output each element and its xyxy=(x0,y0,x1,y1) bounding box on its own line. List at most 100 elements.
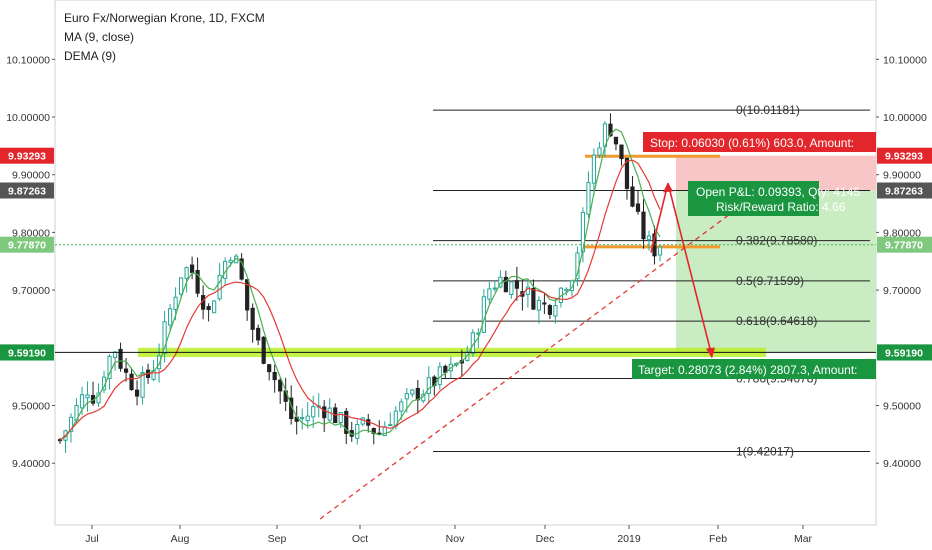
y-tick-label: 9.50000 xyxy=(883,401,921,413)
projection-arrows xyxy=(650,182,715,359)
y-tick-label: 10.00000 xyxy=(883,112,927,124)
candle-body xyxy=(305,415,310,422)
x-tick-label: Nov xyxy=(446,533,465,545)
y-tick-label: 10.10000 xyxy=(6,54,50,66)
candle-body xyxy=(657,246,663,256)
candle-body xyxy=(107,355,112,379)
candle-body xyxy=(646,235,652,240)
legend-ma: MA (9, close) xyxy=(64,30,134,44)
candle-body xyxy=(338,411,343,423)
candle-body xyxy=(85,394,90,399)
price-badge-label: 9.59190 xyxy=(885,347,923,359)
candle-body xyxy=(410,389,415,395)
candle-body xyxy=(167,308,173,326)
candle-body xyxy=(68,416,74,432)
candle-body xyxy=(195,269,200,294)
candle-body xyxy=(250,307,255,330)
candle-body xyxy=(344,410,349,434)
candle-body xyxy=(245,279,250,311)
candle-body xyxy=(267,364,272,373)
y-tick-label: 9.70000 xyxy=(883,285,921,297)
x-tick-label: Aug xyxy=(171,533,190,545)
candle-body xyxy=(547,305,553,315)
y-tick-label: 9.40000 xyxy=(12,458,50,470)
price-badge-label: 9.93293 xyxy=(8,151,46,163)
candle-body xyxy=(635,203,641,212)
fib-label: 0.5(9.71599) xyxy=(736,274,804,288)
y-tick-label: 9.80000 xyxy=(12,227,50,239)
arrow-head-up xyxy=(663,182,673,193)
candle-body xyxy=(228,259,233,263)
y-tick-label: 9.70000 xyxy=(12,285,50,297)
candle-body xyxy=(426,377,431,394)
candle-body xyxy=(311,406,316,418)
fib-label: 0.618(9.64618) xyxy=(736,314,817,328)
x-tick-label: Mar xyxy=(794,533,813,545)
price-badge xyxy=(0,344,54,361)
price-badge-label: 9.87263 xyxy=(8,185,46,197)
candle-body xyxy=(624,157,630,189)
y-tick-label: 10.00000 xyxy=(6,112,50,124)
candle-body xyxy=(322,406,327,419)
candle-body xyxy=(619,144,624,160)
price-badge-label: 9.77870 xyxy=(8,240,46,252)
y-axis-left: 10.10000 10.00000 9.90000 9.80000 9.70000 9.5… xyxy=(6,54,55,470)
y-tick-label: 9.80000 xyxy=(883,227,921,239)
candle-body xyxy=(217,274,222,300)
candle-body xyxy=(118,348,123,369)
candle-body xyxy=(256,327,261,341)
candle-body xyxy=(96,392,101,404)
candle-body xyxy=(212,300,217,314)
position-zones xyxy=(676,155,876,353)
candle-body xyxy=(553,305,558,317)
y-tick-label: 9.90000 xyxy=(883,170,921,182)
candle-body xyxy=(630,186,635,207)
x-tick-label: 2019 xyxy=(617,533,641,545)
candle-body xyxy=(536,300,541,311)
candle-body xyxy=(514,280,519,289)
price-badge xyxy=(0,182,54,199)
candle-body xyxy=(261,336,266,364)
candle-body xyxy=(272,371,277,381)
candle-body xyxy=(179,277,184,295)
candle-body xyxy=(569,280,575,292)
x-tick-label: Feb xyxy=(709,533,727,545)
candle-body xyxy=(190,264,195,273)
candle-body xyxy=(355,424,360,439)
candle-body xyxy=(79,394,85,409)
open-pl-label: Open P&L: 0.09393, Qty: 4145 xyxy=(696,185,860,199)
legend-dema: DEMA (9) xyxy=(64,49,116,63)
candle-body xyxy=(481,296,486,333)
x-axis: Jul Aug Sep Oct Nov Dec 2019 Feb Mar xyxy=(85,525,813,545)
candle-body xyxy=(377,432,382,435)
candle-body xyxy=(129,373,134,391)
candle-body xyxy=(492,287,497,290)
price-badge xyxy=(0,236,54,253)
price-badge-label: 9.93293 xyxy=(885,151,923,163)
x-tick-label: Sep xyxy=(268,533,287,545)
candle-body xyxy=(388,424,393,427)
y-axis-right: 10.10000 10.00000 9.90000 9.80000 9.70000 9.5… xyxy=(876,54,927,470)
trendline xyxy=(319,213,731,520)
candle-body xyxy=(564,288,569,292)
candle-body xyxy=(591,154,597,184)
candle-body xyxy=(542,302,547,305)
candle-body xyxy=(156,355,162,370)
target-box: Target: 0.28073 (2.84%) 2807.3, Amount: xyxy=(632,359,876,379)
x-tick-label: Dec xyxy=(536,533,555,545)
candle-body xyxy=(173,296,178,310)
candle-body xyxy=(140,372,145,398)
candle-body xyxy=(443,365,448,373)
risk-reward-label: Risk/Reward Ratio: 4.66 xyxy=(716,200,846,214)
candle-body xyxy=(134,389,140,397)
dema-line xyxy=(59,159,661,441)
candle-body xyxy=(206,306,211,310)
fib-label: 0.382(9.78580) xyxy=(736,234,817,248)
x-tick-label: Jul xyxy=(85,533,98,545)
price-badge xyxy=(0,147,54,164)
candle-body xyxy=(162,321,167,354)
candle-body xyxy=(641,211,646,240)
y-tick-label: 9.90000 xyxy=(12,170,50,182)
price-badge-label: 9.59190 xyxy=(8,347,46,359)
